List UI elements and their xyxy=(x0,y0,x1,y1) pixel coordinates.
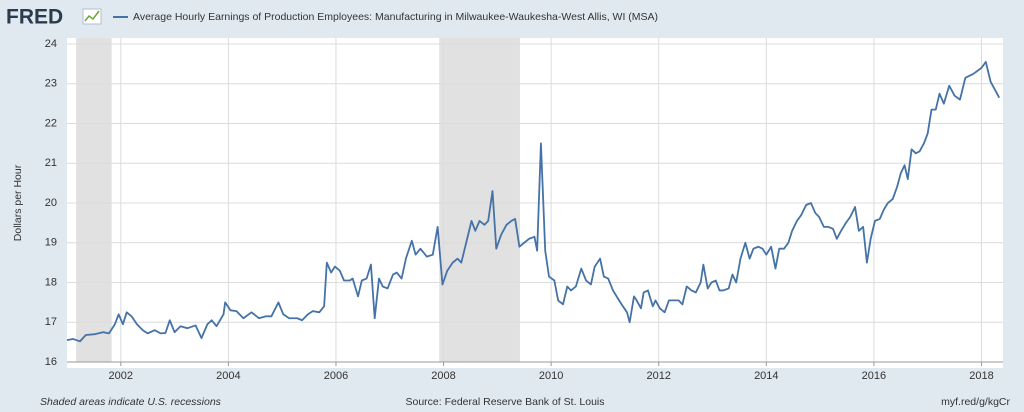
x-tick-label: 2012 xyxy=(646,370,670,382)
y-tick-label: 20 xyxy=(45,197,57,209)
y-tick-label: 19 xyxy=(45,237,57,249)
legend-label: Average Hourly Earnings of Production Em… xyxy=(133,11,658,23)
y-tick-label: 18 xyxy=(45,276,57,288)
footer-source: Source: Federal Reserve Bank of St. Loui… xyxy=(405,396,604,408)
recession-band xyxy=(76,38,112,362)
x-tick-label: 2016 xyxy=(862,370,886,382)
y-tick-label: 24 xyxy=(45,38,57,50)
x-tick-label: 2014 xyxy=(754,370,778,382)
x-tick-label: 2008 xyxy=(431,370,455,382)
logo-icon xyxy=(82,8,102,25)
y-axis-label: Dollars per Hour xyxy=(12,164,24,241)
y-tick-label: 23 xyxy=(45,78,57,90)
y-tick-label: 17 xyxy=(45,316,57,328)
y-tick-label: 22 xyxy=(45,117,57,129)
x-tick-label: 2002 xyxy=(109,370,133,382)
x-tick-label: 2018 xyxy=(969,370,993,382)
x-tick-label: 2010 xyxy=(539,370,563,382)
x-tick-label: 2004 xyxy=(216,370,240,382)
data-line xyxy=(66,60,1001,343)
y-tick-label: 16 xyxy=(45,356,57,368)
x-tick-label: 2006 xyxy=(324,370,348,382)
footer-link: myf.red/g/kgCr xyxy=(941,396,1010,408)
footer-note: Shaded areas indicate U.S. recessions xyxy=(40,396,222,408)
recession-band xyxy=(439,38,520,362)
fred-logo: FRED xyxy=(6,6,63,29)
y-tick-label: 21 xyxy=(45,157,57,169)
